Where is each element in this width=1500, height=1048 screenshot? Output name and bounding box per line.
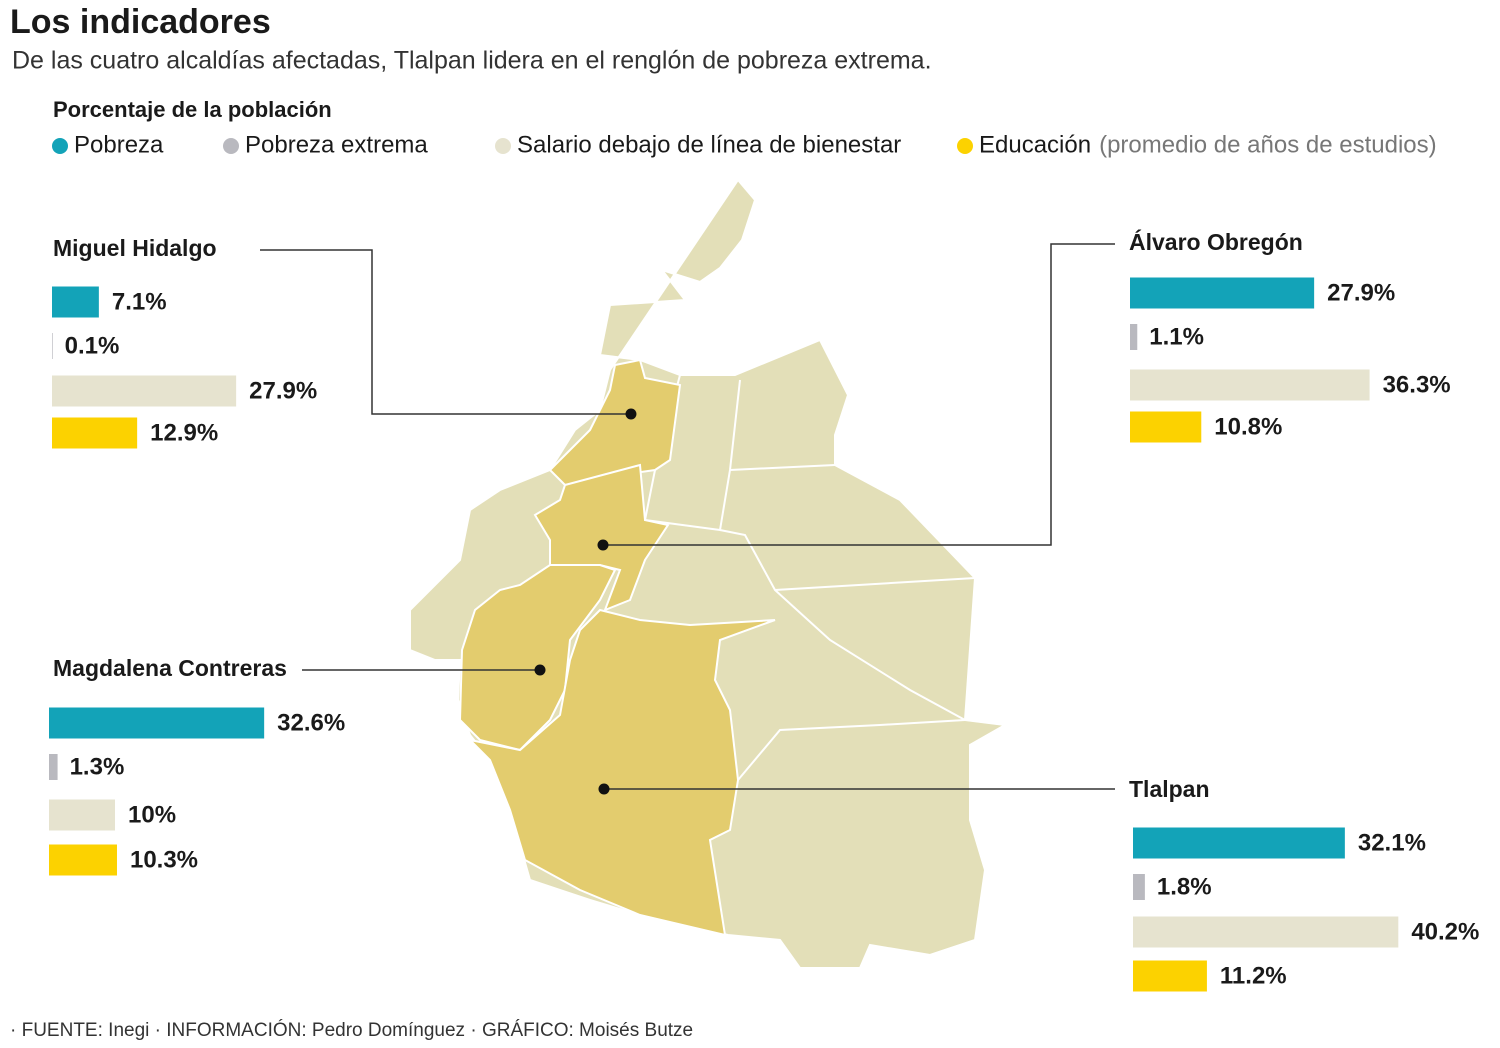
legend-label: Pobreza extrema (245, 131, 428, 158)
leaders (260, 243, 1115, 795)
value-label: 1.3% (70, 753, 125, 780)
value-label: 0.1% (65, 332, 120, 359)
bar (52, 375, 237, 407)
panel-title: Miguel Hidalgo (53, 235, 217, 261)
legend-label: Educación (979, 131, 1091, 158)
bar (52, 286, 99, 318)
legend-dot (223, 138, 239, 154)
title: Los indicadores (10, 3, 271, 41)
bar (1133, 916, 1399, 948)
leader-dot (534, 664, 546, 676)
leader-dot (625, 408, 637, 420)
legend-label: Salario debajo de línea de bienestar (517, 131, 901, 158)
map-tlalpan (466, 608, 776, 937)
value-label: 10.8% (1214, 413, 1282, 440)
bar (1133, 827, 1345, 859)
bar (1130, 411, 1202, 443)
bar (49, 799, 115, 831)
map-magdalena-contreras (458, 564, 617, 752)
value-label: 1.1% (1149, 323, 1204, 350)
value-label: 40.2% (1411, 918, 1479, 945)
map-border (729, 464, 836, 471)
source: · FUENTE: Inegi · INFORMACIÓN: Pedro Dom… (10, 1019, 693, 1041)
bar (1133, 874, 1145, 900)
value-label: 12.9% (150, 419, 218, 446)
value-label: 10.3% (130, 846, 198, 873)
panel-title: Magdalena Contreras (53, 655, 287, 681)
leader-dot (598, 783, 610, 795)
bar (1130, 324, 1138, 350)
legend-note: (promedio de años de estudios) (1099, 131, 1437, 158)
map-border (774, 577, 976, 591)
value-label: 36.3% (1383, 371, 1451, 398)
bar (52, 417, 138, 449)
bar (1130, 369, 1370, 401)
legend-label: Pobreza (74, 131, 164, 158)
leader-dot (597, 539, 609, 551)
panel-title: Álvaro Obregón (1129, 228, 1303, 255)
bar (52, 333, 53, 359)
value-label: 7.1% (112, 288, 167, 315)
value-label: 11.2% (1220, 962, 1287, 989)
map (409, 178, 1009, 969)
subtitle: De las cuatro alcaldías afectadas, Tlalp… (12, 47, 932, 75)
legend-title: Porcentaje de la población (53, 97, 332, 122)
legend-dot (957, 138, 973, 154)
bar (49, 707, 265, 739)
value-label: 27.9% (249, 377, 317, 404)
value-label: 32.6% (277, 709, 345, 736)
leader-line (260, 249, 631, 415)
bar (49, 754, 58, 780)
leader-line (603, 243, 1115, 546)
legend-dot (52, 138, 68, 154)
value-label: 27.9% (1327, 279, 1395, 306)
value-label: 10% (128, 801, 176, 828)
value-label: 1.8% (1157, 873, 1212, 900)
value-label: 32.1% (1358, 829, 1426, 856)
bar (49, 844, 117, 876)
legend-dot (495, 138, 511, 154)
map-border (719, 529, 966, 721)
bar (1133, 960, 1207, 992)
map-border (737, 719, 966, 781)
bar (1130, 277, 1315, 309)
panel-title: Tlalpan (1129, 776, 1210, 802)
